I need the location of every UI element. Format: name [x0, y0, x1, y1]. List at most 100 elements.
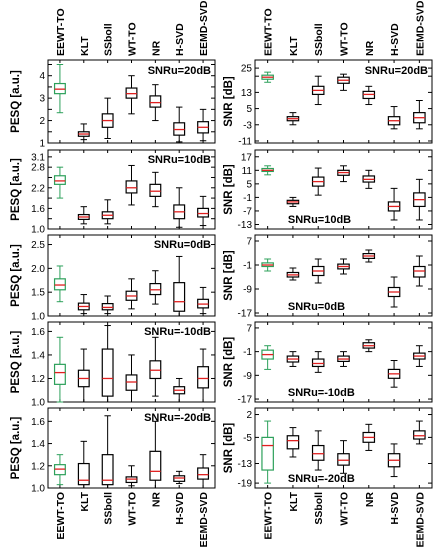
y-tick-label: 1.2	[31, 461, 45, 472]
pesq-panel: 1.0 1.2 1.4 1.6 PESQ [a.u.] SNRu=-10dB	[10, 321, 216, 409]
y-tick-label: 1.4	[31, 439, 45, 450]
box-iqr	[197, 366, 210, 389]
box-h-svd	[173, 187, 186, 228]
category-label-top: NR	[364, 40, 376, 56]
box-ssboll	[311, 258, 325, 284]
y-tick-label: -5	[243, 433, 252, 444]
box-iqr	[413, 430, 426, 440]
box-h-svd	[387, 187, 401, 221]
box-wt-to	[337, 73, 350, 91]
y-tick-label: 2	[39, 116, 45, 127]
box-iqr	[53, 363, 66, 385]
panel-annotation: SNRu=20dB	[148, 65, 211, 77]
y-tick-label: 1	[39, 139, 45, 150]
y-tick-label: 1.0	[31, 484, 45, 495]
box-h-svd	[173, 106, 186, 143]
box-iqr	[261, 436, 274, 471]
category-label-bottom: EEMD-SVD	[414, 492, 426, 548]
box-iqr	[413, 265, 426, 278]
box-iqr	[173, 282, 186, 312]
panel-annotation: SNRu=-10dB	[288, 387, 355, 399]
box-eemd-svd	[413, 420, 426, 445]
box-h-svd	[173, 470, 186, 485]
y-axis-label: SNR [dB]	[223, 76, 235, 127]
y-tick-label: 3	[39, 94, 45, 105]
y-tick-label: 2	[246, 410, 252, 421]
box-klt	[77, 440, 90, 489]
box-h-svd	[173, 255, 186, 317]
y-axis-label: SNR [dB]	[223, 337, 235, 388]
category-label-bottom: H-SVD	[389, 492, 401, 525]
panel-annotation: SNRu=20dB	[365, 65, 428, 77]
box-eewt-to	[261, 165, 274, 176]
y-axis-label: SNR [dB]	[223, 250, 235, 301]
y-tick-label: -19	[238, 479, 253, 490]
y-tick-label: -9	[243, 285, 252, 296]
box-nr	[362, 339, 376, 353]
box-iqr	[149, 450, 162, 481]
box-eewt-to	[53, 336, 66, 403]
box-wt-to	[337, 351, 350, 367]
box-ssboll	[311, 75, 325, 106]
y-tick-label: -13	[238, 459, 253, 470]
box-iqr	[197, 467, 210, 480]
pesq-panel: 1 2 3 4 PESQ [a.u.] SNRu=20dB	[10, 59, 216, 150]
box-wt-to	[125, 465, 138, 487]
box-h-svd	[387, 360, 401, 388]
y-tick-label: 1.2	[31, 374, 45, 385]
box-h-svd	[173, 377, 186, 403]
y-tick-label: 1.0	[31, 312, 45, 323]
box-wt-to	[337, 258, 350, 275]
box-klt	[77, 294, 90, 315]
category-label-bottom: WT-TO	[339, 492, 351, 526]
box-wt-to	[125, 354, 138, 403]
category-label-bottom: WT-TO	[127, 492, 139, 526]
y-axis-label: SNR [dB]	[223, 423, 235, 474]
y-tick-label: -17	[238, 395, 253, 406]
box-ssboll	[101, 97, 114, 140]
category-label-bottom: NR	[150, 492, 162, 508]
box-eewt-to	[53, 63, 66, 114]
y-tick-label: -13	[238, 220, 253, 231]
y-tick-label: 1.6	[31, 204, 45, 215]
y-tick-label: 1.5	[31, 288, 45, 299]
box-iqr	[311, 358, 325, 368]
y-tick-label: -3	[243, 120, 252, 131]
box-nr	[362, 85, 376, 106]
category-label-top: KLT	[79, 36, 91, 56]
panel-annotation: SNRu=-20dB	[288, 473, 355, 485]
y-tick-label: 2.8	[31, 163, 45, 174]
category-label-top: EEWT-TO	[55, 8, 67, 56]
pesq-panel: 1.0 1.5 2.0 2.5 PESQ [a.u.] SNRu=0dB	[10, 234, 216, 323]
box-klt	[286, 112, 300, 126]
y-tick-label: 1.0	[31, 398, 45, 409]
box-eemd-svd	[413, 345, 426, 367]
category-label-top: WT-TO	[339, 22, 351, 56]
box-eemd-svd	[197, 108, 210, 142]
y-axis-label: PESQ [a.u.]	[10, 158, 22, 221]
box-h-svd	[387, 443, 401, 478]
category-label-top: H-SVD	[174, 23, 186, 56]
y-tick-label: 5	[246, 179, 252, 190]
category-label-top: EEMD-SVD	[414, 0, 426, 56]
box-wt-to	[125, 278, 138, 310]
panel-annotation: SNRu=-20dB	[144, 412, 211, 424]
box-eewt-to	[53, 265, 66, 303]
y-axis-label: SNR [dB]	[223, 164, 235, 215]
box-eewt-to	[261, 345, 274, 370]
box-eemd-svd	[197, 454, 210, 489]
box-klt	[77, 348, 90, 403]
box-iqr	[53, 278, 66, 291]
box-eewt-to	[53, 454, 66, 486]
y-tick-label: 2.5	[31, 240, 45, 251]
box-nr	[362, 423, 376, 451]
box-eemd-svd	[197, 195, 210, 227]
category-label-top: EEWT-TO	[263, 8, 275, 56]
snr-panel: -19 -13 -5 2 SNR [dB] SNRu=-20dB	[223, 407, 433, 490]
box-iqr	[53, 175, 66, 185]
y-tick-label: -17	[238, 309, 253, 320]
y-tick-label: -1	[243, 193, 252, 204]
category-label-bottom: EEWT-TO	[263, 492, 275, 540]
box-eemd-svd	[197, 286, 210, 315]
